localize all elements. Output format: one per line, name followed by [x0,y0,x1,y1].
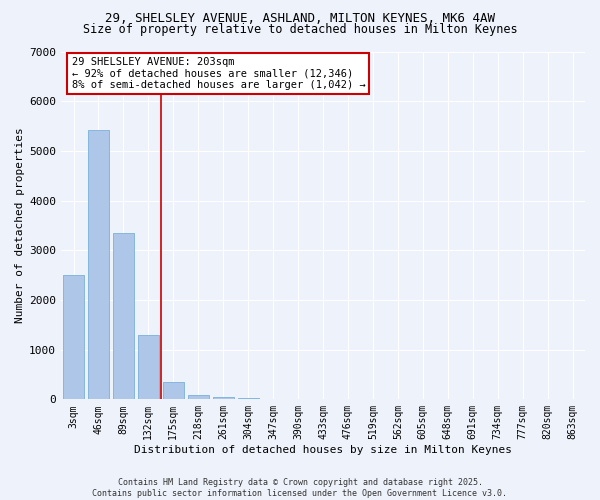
Text: 29 SHELSLEY AVENUE: 203sqm
← 92% of detached houses are smaller (12,346)
8% of s: 29 SHELSLEY AVENUE: 203sqm ← 92% of deta… [71,56,365,90]
Text: 29, SHELSLEY AVENUE, ASHLAND, MILTON KEYNES, MK6 4AW: 29, SHELSLEY AVENUE, ASHLAND, MILTON KEY… [105,12,495,26]
Bar [113,233,134,400]
Bar [63,275,84,400]
Bar [188,395,209,400]
Bar [238,398,259,400]
Y-axis label: Number of detached properties: Number of detached properties [15,128,25,324]
Text: Contains HM Land Registry data © Crown copyright and database right 2025.
Contai: Contains HM Land Registry data © Crown c… [92,478,508,498]
Bar [163,382,184,400]
Bar [138,334,159,400]
Text: Size of property relative to detached houses in Milton Keynes: Size of property relative to detached ho… [83,22,517,36]
Bar [88,130,109,400]
X-axis label: Distribution of detached houses by size in Milton Keynes: Distribution of detached houses by size … [134,445,512,455]
Bar [212,398,234,400]
